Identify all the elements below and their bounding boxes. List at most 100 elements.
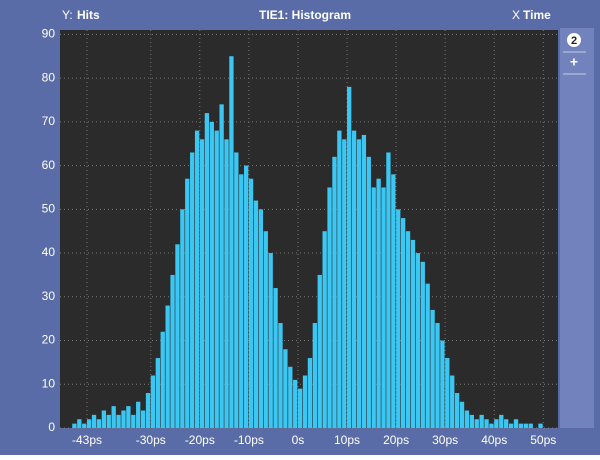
bar — [72, 423, 77, 428]
bar — [219, 104, 224, 428]
bar — [430, 309, 435, 428]
side-panel — [560, 28, 594, 428]
bar — [538, 423, 543, 428]
x-tick-label: -10ps — [234, 433, 264, 447]
y-tick-label: 90 — [42, 27, 56, 41]
bar — [111, 406, 116, 428]
bar — [508, 423, 514, 428]
y-tick-label: 80 — [42, 70, 56, 84]
bar — [239, 174, 244, 428]
bar — [494, 419, 499, 428]
y-tick-label: 30 — [42, 289, 56, 303]
bar — [199, 139, 205, 429]
bar — [445, 358, 450, 428]
bar — [253, 200, 259, 428]
x-tick-label: 30ps — [432, 433, 458, 447]
bar — [528, 423, 533, 428]
y-label: Hits — [77, 8, 100, 22]
bar — [96, 419, 102, 428]
bar — [258, 209, 264, 428]
bar — [400, 218, 406, 428]
bar — [263, 231, 268, 428]
bar — [126, 406, 131, 428]
bar — [101, 410, 107, 428]
x-tick-label: 20ps — [383, 433, 409, 447]
button[interactable]: 2 — [571, 35, 577, 47]
bar — [82, 423, 87, 428]
bar — [405, 231, 411, 428]
bar — [371, 187, 376, 428]
bar — [150, 375, 156, 428]
x-label: Time — [523, 8, 551, 22]
bar — [302, 375, 308, 428]
bar — [91, 414, 97, 428]
bar — [327, 187, 332, 428]
bar — [504, 419, 509, 428]
bar — [474, 419, 479, 428]
bar — [116, 414, 121, 428]
bar — [86, 419, 92, 428]
bar — [160, 331, 165, 428]
bar — [459, 401, 465, 428]
bar — [165, 305, 170, 428]
bar — [386, 152, 391, 428]
x-tick-label: 40ps — [481, 433, 507, 447]
bar — [518, 423, 524, 428]
bar — [293, 379, 298, 428]
bar — [464, 410, 470, 428]
bar — [229, 56, 234, 428]
bar — [312, 323, 317, 428]
bar — [273, 288, 278, 428]
bar — [435, 323, 440, 428]
bar — [307, 358, 313, 428]
bar — [337, 130, 342, 429]
bar — [489, 423, 494, 428]
bar — [278, 323, 283, 428]
bar — [140, 410, 146, 428]
y-tick-label: 0 — [48, 420, 55, 434]
bar — [351, 130, 357, 429]
bar — [297, 388, 303, 428]
bar — [332, 156, 337, 429]
x-tick-label: -43ps — [72, 433, 102, 447]
chart-title: TIE1: Histogram — [259, 8, 351, 22]
bar — [381, 187, 386, 428]
bar — [440, 340, 445, 428]
y-tick-label: 20 — [42, 333, 56, 347]
button-bg — [567, 33, 581, 47]
bar — [361, 134, 367, 428]
bar — [248, 178, 254, 428]
bar — [283, 349, 288, 428]
bar — [484, 419, 489, 428]
button[interactable]: + — [570, 54, 578, 70]
bar — [209, 121, 214, 428]
bar — [410, 239, 416, 428]
bar — [106, 414, 111, 428]
bar — [376, 178, 381, 428]
bar — [185, 178, 190, 428]
x-tick-label: 0s — [292, 433, 305, 447]
bar — [454, 393, 460, 428]
bar — [420, 261, 425, 428]
bar — [499, 414, 504, 428]
y-tick-label: 50 — [42, 201, 56, 215]
bar — [347, 86, 352, 428]
bar — [136, 401, 141, 428]
y-tick-label: 60 — [42, 158, 56, 172]
x-tick-label: -20ps — [185, 433, 215, 447]
bar — [425, 283, 430, 428]
bar — [356, 139, 362, 429]
bar — [342, 139, 347, 429]
bar — [391, 174, 396, 428]
bar — [194, 130, 200, 429]
bar — [243, 165, 249, 429]
bar — [396, 209, 401, 428]
x-tick-label: 50ps — [530, 433, 556, 447]
bar — [170, 274, 175, 428]
bar — [190, 152, 195, 428]
bar — [366, 156, 371, 429]
bar — [450, 375, 455, 428]
bar — [155, 358, 160, 428]
x-tick-label: -30ps — [136, 433, 166, 447]
